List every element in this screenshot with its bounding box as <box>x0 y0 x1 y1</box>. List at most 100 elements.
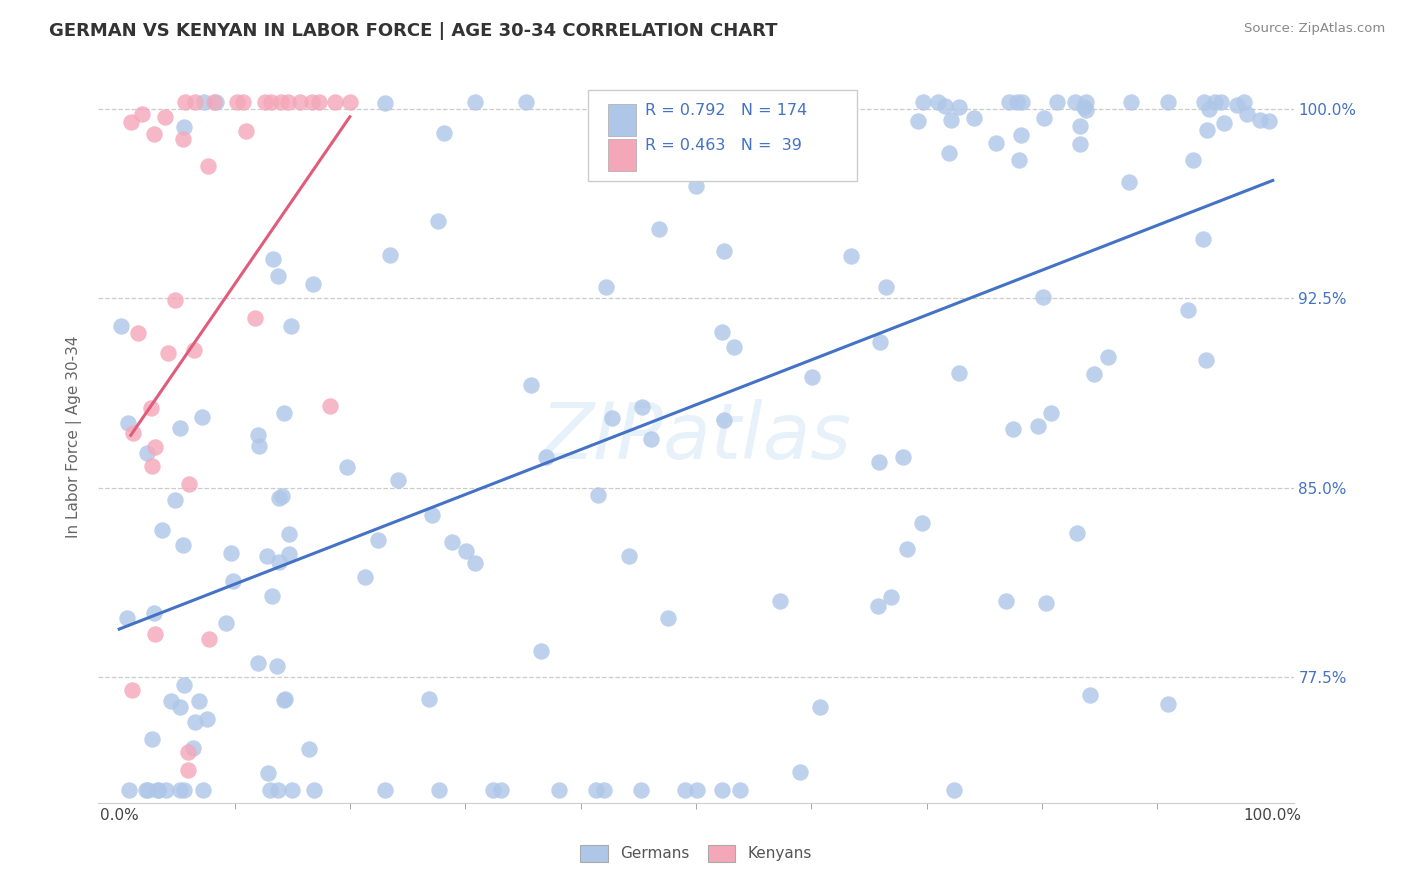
Point <box>1010 128 1032 143</box>
Point <box>1157 697 1180 711</box>
FancyBboxPatch shape <box>589 90 858 181</box>
Point <box>896 542 918 557</box>
Point <box>232 95 254 109</box>
Point <box>713 413 735 427</box>
Point <box>120 115 142 129</box>
Point <box>1002 422 1025 436</box>
Text: ZIPatlas: ZIPatlas <box>540 399 852 475</box>
Point <box>197 632 219 646</box>
Point <box>143 627 166 641</box>
Point <box>520 378 543 392</box>
Point <box>121 426 143 441</box>
Point <box>247 427 270 442</box>
Point <box>595 280 617 294</box>
Point <box>367 533 389 547</box>
Point <box>141 459 163 474</box>
Point <box>1063 95 1085 109</box>
Point <box>163 492 186 507</box>
Point <box>673 783 696 797</box>
Point <box>172 538 194 552</box>
Point <box>135 446 157 460</box>
Point <box>159 694 181 708</box>
Point <box>177 477 200 491</box>
Point <box>907 114 929 128</box>
Point <box>256 549 278 563</box>
Point <box>994 594 1017 608</box>
Point <box>1213 116 1236 130</box>
Point <box>998 95 1021 109</box>
Point <box>1078 688 1101 702</box>
Point <box>741 95 763 109</box>
Point <box>1035 596 1057 610</box>
Point <box>948 366 970 380</box>
Point <box>184 714 207 729</box>
Point <box>769 594 792 608</box>
Point <box>418 692 440 706</box>
Point <box>658 95 681 109</box>
Point <box>585 783 607 797</box>
Point <box>225 95 247 109</box>
Point <box>173 783 195 797</box>
Point <box>1194 95 1216 109</box>
Point <box>789 764 811 779</box>
Text: GERMAN VS KENYAN IN LABOR FORCE | AGE 30-34 CORRELATION CHART: GERMAN VS KENYAN IN LABOR FORCE | AGE 30… <box>49 22 778 40</box>
Point <box>173 120 195 135</box>
Point <box>911 95 934 109</box>
Point <box>1032 290 1054 304</box>
Point <box>742 156 765 170</box>
Point <box>1083 367 1105 381</box>
Point <box>1204 95 1226 109</box>
Point <box>668 95 690 109</box>
Point <box>304 783 326 797</box>
Point <box>1118 175 1140 189</box>
Point <box>440 534 463 549</box>
Point <box>202 95 225 109</box>
Point <box>278 527 301 541</box>
Point <box>235 124 257 138</box>
Point <box>880 590 903 604</box>
Point <box>256 765 278 780</box>
Point <box>730 783 752 797</box>
Point <box>273 693 295 707</box>
Point <box>117 611 139 625</box>
Point <box>374 95 396 110</box>
Point <box>464 556 486 570</box>
Point <box>187 694 209 708</box>
Point <box>1073 100 1095 114</box>
Point <box>173 95 195 109</box>
Point <box>325 95 347 109</box>
Point <box>169 421 191 435</box>
Point <box>319 399 342 413</box>
Point <box>245 311 267 326</box>
Point <box>169 699 191 714</box>
Point <box>868 455 890 469</box>
Y-axis label: In Labor Force | Age 30-34: In Labor Force | Age 30-34 <box>66 335 83 539</box>
Point <box>262 252 284 266</box>
Point <box>630 400 652 414</box>
Point <box>630 783 652 797</box>
Point <box>290 95 312 109</box>
Point <box>302 277 325 291</box>
Point <box>260 589 283 603</box>
Point <box>146 783 169 797</box>
Point <box>1194 353 1216 368</box>
Point <box>1258 114 1281 128</box>
Point <box>1040 406 1063 420</box>
Point <box>1198 102 1220 116</box>
Point <box>602 95 624 109</box>
Point <box>266 783 288 797</box>
Point <box>253 95 276 109</box>
Point <box>515 95 537 109</box>
Point <box>191 783 214 797</box>
Point <box>536 450 558 464</box>
Point <box>986 136 1008 151</box>
Point <box>938 146 960 161</box>
Point <box>1191 232 1213 246</box>
Point <box>427 783 450 797</box>
Legend: Germans, Kenyans: Germans, Kenyans <box>574 838 818 868</box>
Point <box>169 783 191 797</box>
Point <box>1157 95 1180 109</box>
Text: Source: ZipAtlas.com: Source: ZipAtlas.com <box>1244 22 1385 36</box>
Point <box>1074 95 1097 109</box>
Point <box>247 656 270 670</box>
